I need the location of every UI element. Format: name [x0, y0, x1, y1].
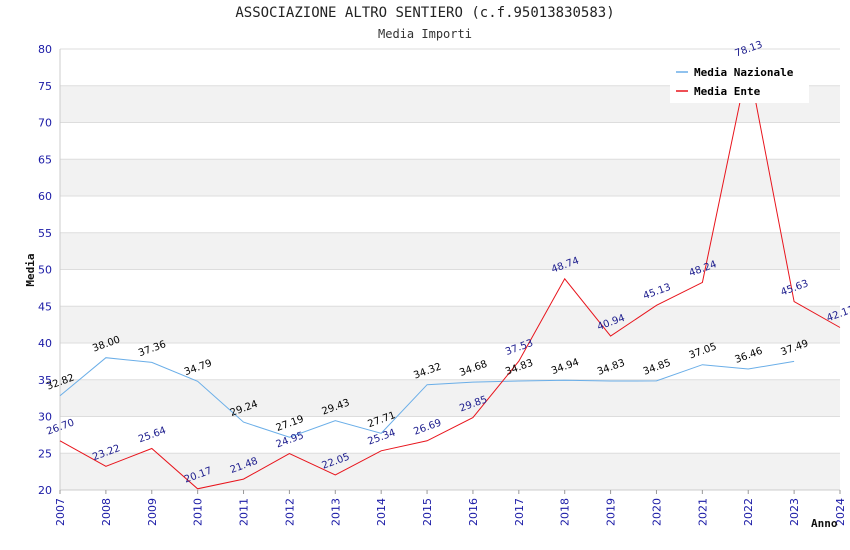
chart-title: ASSOCIAZIONE ALTRO SENTIERO (c.f.9501383… — [235, 5, 615, 21]
chart-subtitle: Media Importi — [378, 27, 472, 41]
grid-band — [60, 416, 840, 454]
x-tick-label: 2013 — [329, 498, 342, 526]
grid-lines — [60, 48, 840, 491]
x-tick-label: 2008 — [100, 498, 113, 526]
y-tick-label: 35 — [38, 374, 52, 387]
y-tick-label: 50 — [38, 264, 52, 277]
x-tick-label: 2014 — [375, 498, 388, 526]
grid-band — [60, 196, 840, 233]
grid-band — [60, 159, 840, 196]
x-tick-label: 2019 — [605, 498, 618, 526]
grid-band — [60, 306, 840, 343]
series-line-media-nazionale — [59, 357, 795, 438]
legend: Media Nazionale Media Ente — [670, 59, 809, 103]
x-tick-label: 2018 — [559, 498, 572, 526]
x-tick-label: 2015 — [421, 498, 434, 526]
x-tick-label: 2009 — [146, 498, 159, 526]
legend-box — [670, 59, 809, 103]
grid-band — [60, 232, 840, 270]
grid-band — [60, 379, 840, 417]
y-tick-label: 80 — [38, 43, 52, 56]
grid-band — [60, 122, 840, 160]
x-tick-label: 2011 — [238, 498, 251, 526]
y-tick-labels: 20 25 30 35 40 45 50 55 60 65 70 75 80 — [38, 43, 52, 497]
series-lines — [59, 62, 841, 490]
y-tick-label: 70 — [38, 117, 52, 130]
x-tick-label: 2010 — [192, 498, 205, 526]
grid-band — [60, 269, 840, 307]
legend-label: Media Ente — [694, 85, 761, 98]
x-tick-label: 2023 — [788, 498, 801, 526]
series-line-media-ente — [59, 62, 841, 490]
x-tick-labels: 2007 2008 2009 2010 2011 2012 2013 2014 2015 2016… — [54, 498, 847, 526]
x-tick-label: 2022 — [742, 498, 755, 526]
legend-label: Media Nazionale — [694, 66, 794, 79]
y-tick-label: 65 — [38, 153, 52, 166]
x-tick-label: 2021 — [696, 498, 709, 526]
y-axis-label: Media — [24, 253, 37, 286]
y-tick-label: 25 — [38, 447, 52, 460]
y-tick-label: 30 — [38, 411, 52, 424]
x-tick-label: 2012 — [283, 498, 296, 526]
grid-band — [60, 453, 840, 490]
x-tick-label: 2020 — [650, 498, 663, 526]
x-tick-label: 2016 — [467, 498, 480, 526]
y-tick-label: 20 — [38, 484, 52, 497]
y-tick-label: 55 — [38, 227, 52, 240]
grid-band — [60, 343, 840, 380]
x-tick-label: 2024 — [834, 498, 847, 526]
x-axis-label: Anno — [811, 517, 838, 530]
y-tick-label: 45 — [38, 300, 52, 313]
x-tick-label: 2007 — [54, 498, 67, 526]
y-tick-label: 60 — [38, 190, 52, 203]
y-tick-label: 75 — [38, 80, 52, 93]
x-tick-label: 2017 — [513, 498, 526, 526]
axes — [59, 49, 841, 494]
y-tick-label: 40 — [38, 337, 52, 350]
